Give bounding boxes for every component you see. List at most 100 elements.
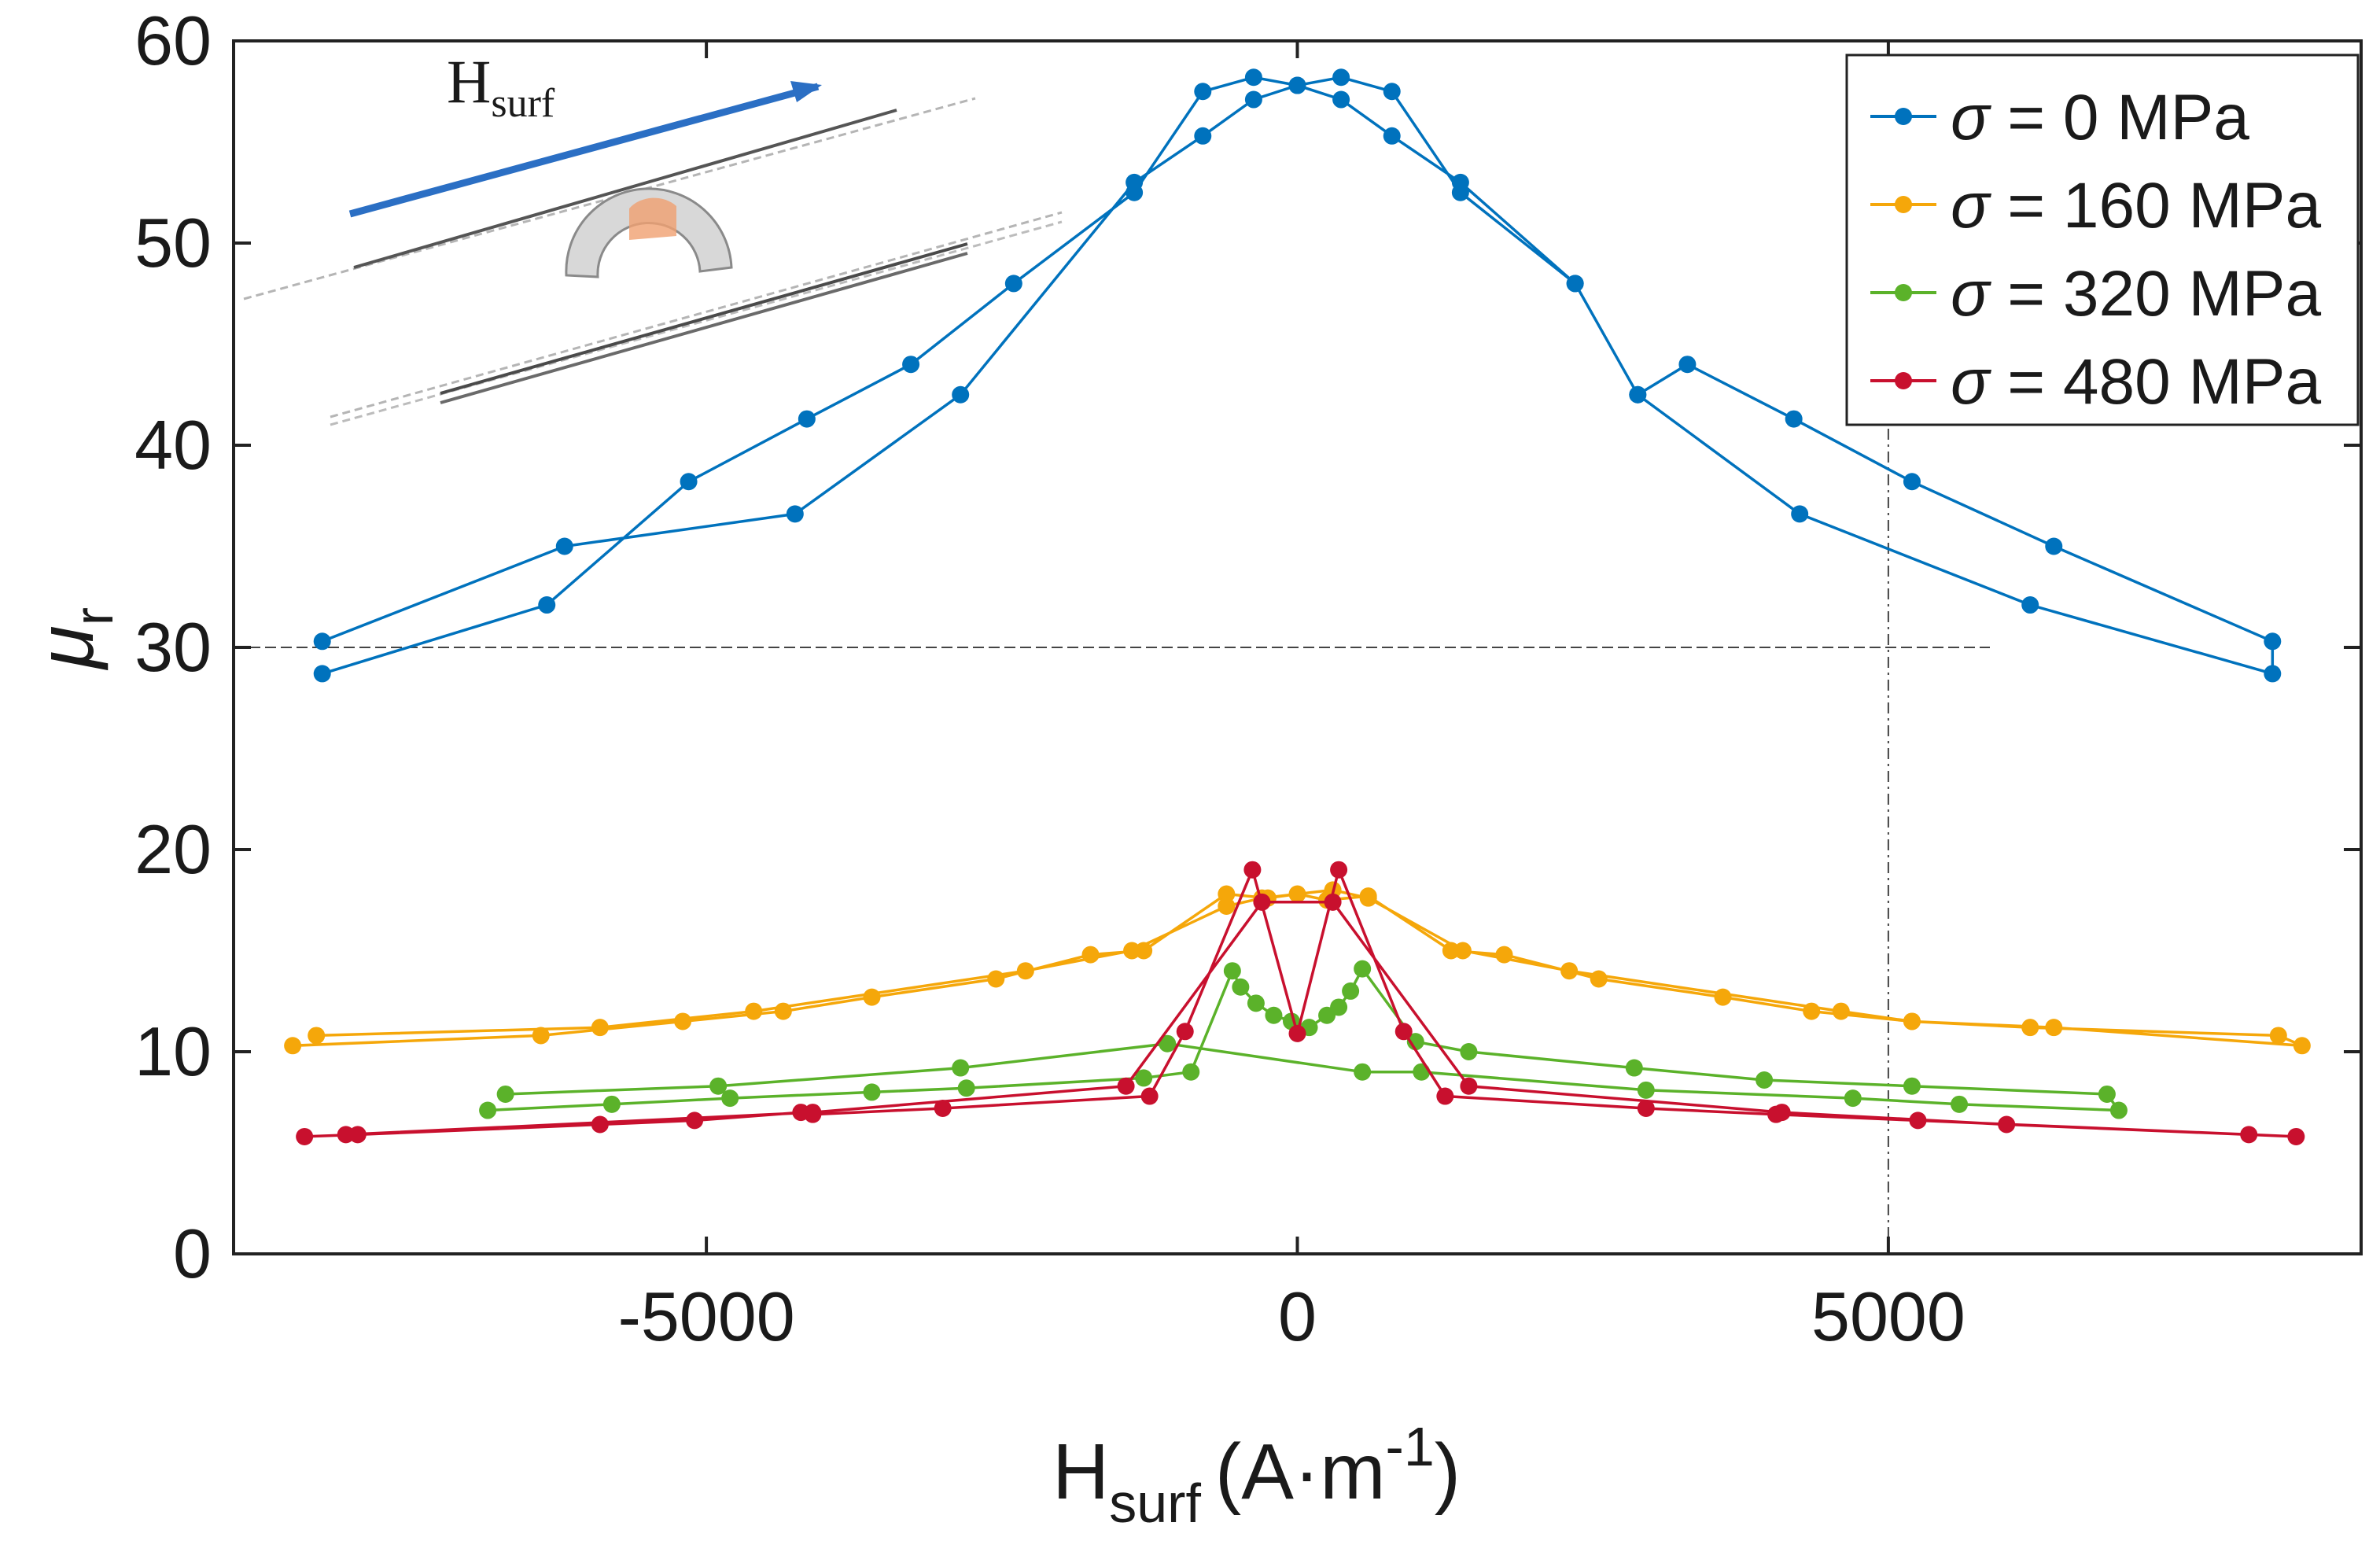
data-point bbox=[1223, 962, 1241, 980]
legend-marker bbox=[1895, 108, 1912, 125]
data-point bbox=[745, 1002, 763, 1020]
inset-wire-line bbox=[353, 109, 897, 269]
data-point bbox=[1383, 83, 1401, 101]
data-point bbox=[2269, 1027, 2287, 1045]
inset-rail-line-2 bbox=[440, 252, 968, 404]
legend-entry: σ = 0 MPa bbox=[1951, 82, 2249, 153]
data-point bbox=[1383, 127, 1401, 145]
data-point bbox=[2264, 665, 2282, 683]
data-point bbox=[1785, 410, 1803, 428]
data-point bbox=[1903, 473, 1921, 491]
data-point bbox=[1453, 942, 1472, 960]
data-point bbox=[1244, 68, 1262, 87]
data-point bbox=[532, 1027, 550, 1045]
data-point bbox=[2109, 1101, 2128, 1119]
data-point bbox=[1247, 994, 1265, 1012]
y-tick-label: 40 bbox=[134, 406, 212, 484]
x-axis-label: Hsurf (A·m-1) bbox=[1052, 1416, 1461, 1534]
legend-entry: σ = 160 MPa bbox=[1951, 170, 2322, 241]
data-point bbox=[2021, 596, 2039, 614]
inset-illustration: Hsurf bbox=[234, 43, 1064, 433]
series-0 bbox=[313, 68, 2282, 683]
data-point bbox=[1637, 1099, 1655, 1117]
y-tick-label: 60 bbox=[134, 2, 212, 79]
data-point bbox=[863, 1083, 881, 1101]
legend: σ = 0 MPa σ = 160 MPa σ = 320 MPa σ = 480 M… bbox=[1845, 53, 2360, 426]
data-point bbox=[957, 1079, 975, 1097]
data-point bbox=[1436, 1087, 1454, 1105]
data-point bbox=[786, 505, 804, 523]
data-point bbox=[1460, 1043, 1478, 1060]
data-point bbox=[798, 410, 816, 428]
data-point bbox=[863, 988, 881, 1006]
data-point bbox=[1243, 861, 1262, 879]
series-line bbox=[304, 868, 2298, 1138]
data-point bbox=[1495, 946, 1513, 964]
data-point bbox=[1288, 885, 1306, 903]
data-point bbox=[1413, 1063, 1431, 1081]
data-point bbox=[952, 385, 970, 404]
data-point bbox=[1126, 173, 1144, 191]
data-point bbox=[313, 632, 331, 651]
data-point bbox=[1629, 385, 1647, 404]
data-point bbox=[1182, 1063, 1200, 1081]
legend-marker bbox=[1895, 284, 1912, 301]
data-point bbox=[479, 1101, 497, 1119]
legend-marker bbox=[1895, 372, 1912, 389]
series-3 bbox=[296, 861, 2305, 1145]
data-point bbox=[1998, 1115, 2016, 1134]
y-tick-label: 0 bbox=[173, 1215, 212, 1292]
data-point bbox=[1791, 505, 1809, 523]
data-point bbox=[1016, 962, 1034, 980]
data-point bbox=[680, 473, 698, 491]
legend-entry: σ = 320 MPa bbox=[1951, 258, 2322, 330]
data-point bbox=[1354, 1063, 1372, 1081]
data-point bbox=[1244, 90, 1262, 109]
data-point bbox=[2293, 1037, 2311, 1055]
data-point bbox=[1909, 1112, 1927, 1130]
data-point bbox=[337, 1126, 355, 1144]
data-point bbox=[1637, 1081, 1655, 1099]
data-point bbox=[538, 596, 556, 614]
data-point bbox=[1773, 1104, 1791, 1122]
data-point bbox=[1081, 946, 1100, 964]
x-tick-label: 0 bbox=[1278, 1277, 1317, 1355]
data-point bbox=[1159, 1034, 1177, 1053]
x-tick-label: 5000 bbox=[1811, 1277, 1966, 1355]
data-point bbox=[348, 1126, 367, 1144]
data-point bbox=[1288, 76, 1306, 94]
data-point bbox=[1566, 275, 1584, 293]
data-point bbox=[1560, 962, 1579, 980]
data-point bbox=[1218, 885, 1236, 903]
data-point bbox=[1330, 861, 1348, 879]
data-point bbox=[2098, 1085, 2116, 1103]
data-point bbox=[1332, 68, 1350, 87]
data-point bbox=[1832, 1002, 1850, 1020]
data-point bbox=[1359, 889, 1377, 907]
data-point bbox=[1756, 1071, 1774, 1089]
data-point bbox=[1678, 356, 1697, 374]
legend-entry: σ = 480 MPa bbox=[1951, 346, 2322, 418]
data-point bbox=[284, 1037, 302, 1055]
y-tick-label: 50 bbox=[134, 204, 212, 282]
inset-rail-line bbox=[440, 242, 968, 395]
data-point bbox=[1354, 960, 1372, 978]
data-point bbox=[686, 1112, 704, 1130]
data-point bbox=[1903, 1077, 1921, 1095]
reference-lines bbox=[234, 41, 1990, 1254]
data-point bbox=[591, 1115, 609, 1134]
data-point bbox=[987, 970, 1005, 988]
series-layer bbox=[284, 68, 2311, 1145]
y-tick-label: 30 bbox=[134, 608, 212, 686]
data-point bbox=[1135, 1069, 1153, 1087]
y-tick-label: 20 bbox=[134, 810, 212, 888]
y-axis-label: μr bbox=[22, 607, 124, 671]
data-point bbox=[296, 1127, 314, 1145]
data-point bbox=[1004, 275, 1022, 293]
data-point bbox=[2240, 1126, 2258, 1144]
data-point bbox=[1451, 183, 1469, 201]
data-point bbox=[1951, 1095, 1969, 1113]
inset-field-label: Hsurf bbox=[447, 47, 555, 126]
data-point bbox=[2045, 1019, 2063, 1037]
data-point bbox=[591, 1019, 609, 1037]
